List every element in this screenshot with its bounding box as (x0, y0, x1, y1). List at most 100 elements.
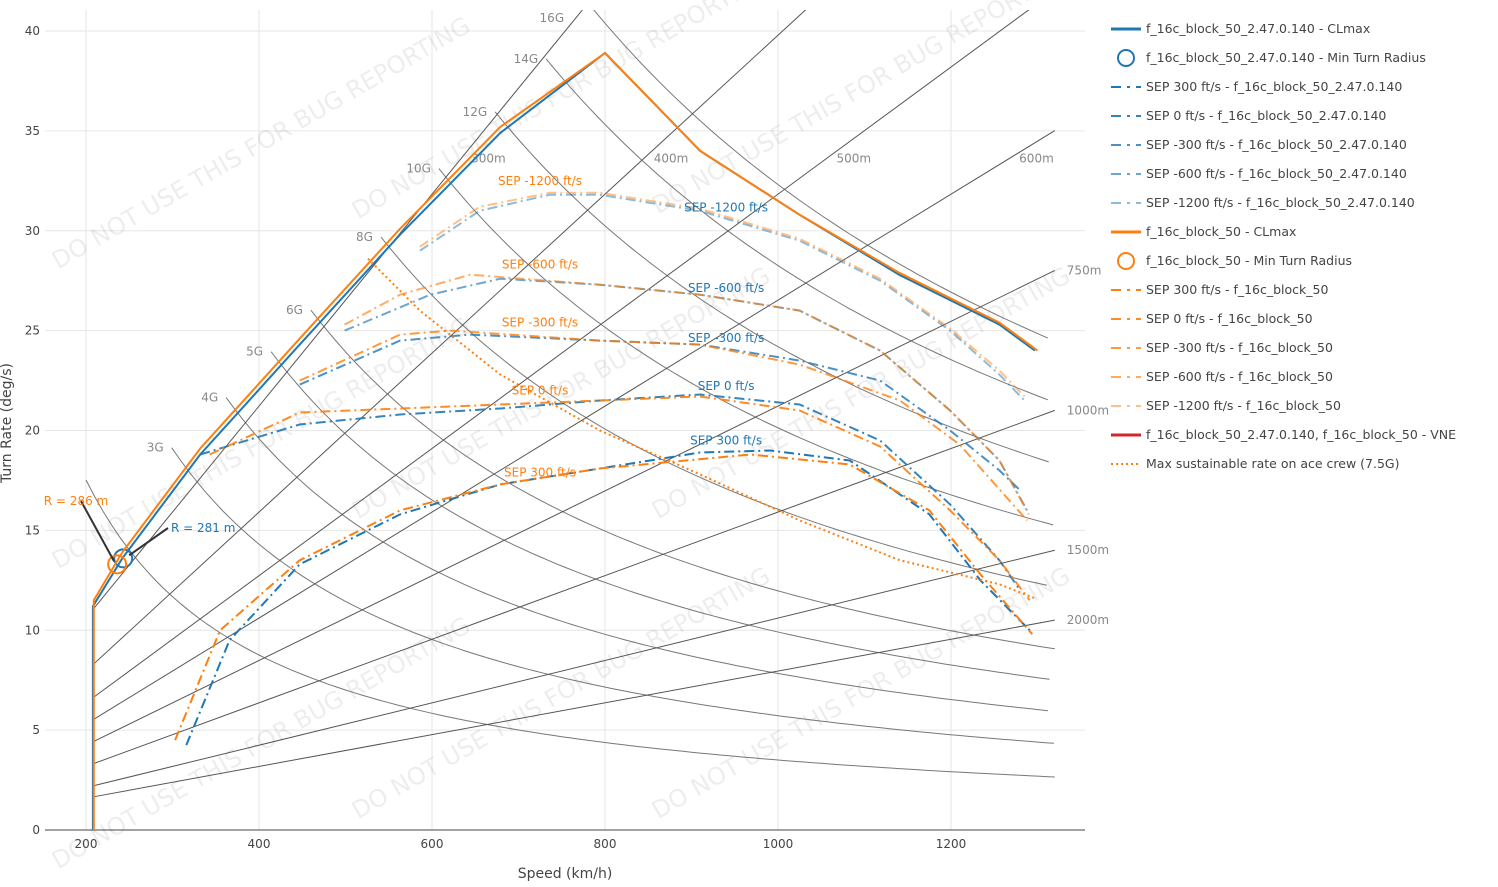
watermark-text: DO NOT USE THIS FOR BUG REPORTING (47, 11, 475, 274)
legend-item[interactable]: f_16c_block_50 - CLmax (1111, 224, 1296, 239)
legend-item[interactable]: SEP -300 ft/s - f_16c_block_50 (1111, 340, 1333, 355)
legend-label: SEP -300 ft/s - f_16c_block_50 (1146, 340, 1333, 355)
legend-label: SEP -600 ft/s - f_16c_block_50 (1146, 369, 1333, 384)
legend-item[interactable]: f_16c_block_50_2.47.0.140 - Min Turn Rad… (1117, 49, 1426, 67)
legend-label: SEP 0 ft/s - f_16c_block_50 (1146, 311, 1313, 326)
series-line (419, 191, 1026, 398)
legend-label: SEP 300 ft/s - f_16c_block_50 (1146, 282, 1328, 297)
series-line (209, 395, 1031, 601)
g-load-label: 12G (463, 105, 488, 119)
annotation-arrow (128, 527, 169, 557)
legend-item[interactable]: SEP 0 ft/s - f_16c_block_50_2.47.0.140 (1111, 108, 1386, 123)
x-tick-label: 1000 (763, 837, 794, 851)
radius-line (92, 270, 1056, 743)
g-load-label: 3G (147, 441, 164, 455)
legend: f_16c_block_50_2.47.0.140 - CLmax f_16c_b… (1111, 21, 1456, 471)
g-load-label: 14G (514, 52, 539, 66)
legend-item[interactable]: SEP 300 ft/s - f_16c_block_50_2.47.0.140 (1111, 79, 1402, 94)
x-axis-title: Speed (km/h) (518, 866, 613, 882)
legend-item[interactable]: f_16c_block_50_2.47.0.140 - CLmax (1111, 21, 1370, 36)
watermark-text: DO NOT USE THIS FOR BUG REPORTING (347, 0, 775, 225)
min-radius-annotation: R = 281 m (171, 521, 235, 535)
g-load-line (85, 479, 1055, 778)
sep-label: SEP -1200 ft/s (684, 201, 768, 215)
radius-label: 1000m (1067, 403, 1109, 417)
legend-item[interactable]: SEP -1200 ft/s - f_16c_block_50 (1111, 398, 1341, 413)
watermark-text: DO NOT USE THIS FOR BUG REPORTING (647, 0, 1075, 220)
annotations: SEP 300 ft/s SEP 0 ft/s SEP -300 ft/s SEP -… (44, 174, 768, 562)
x-tick-label: 600 (421, 837, 444, 851)
legend-item[interactable]: SEP -600 ft/s - f_16c_block_50 (1111, 369, 1333, 384)
radius-line (92, 10, 583, 610)
series-line (199, 393, 1022, 591)
legend-item[interactable]: SEP -1200 ft/s - f_16c_block_50_2.47.0.1… (1111, 195, 1415, 210)
sep-label: SEP -1200 ft/s (498, 174, 582, 188)
g-load-label: 5G (246, 345, 263, 359)
legend-label: SEP 300 ft/s - f_16c_block_50_2.47.0.140 (1146, 79, 1402, 94)
y-tick-label: 15 (25, 523, 40, 537)
g-load-line (593, 10, 1049, 339)
x-tick-label: 200 (75, 837, 98, 851)
legend-item[interactable]: f_16c_block_50 - Min Turn Radius (1117, 252, 1352, 270)
legend-item[interactable]: SEP 300 ft/s - f_16c_block_50 (1111, 282, 1328, 297)
sep-label: SEP -600 ft/s (688, 281, 764, 295)
series-line (91, 51, 1036, 830)
g-load-label: 10G (406, 162, 431, 176)
y-tick-label: 35 (25, 124, 40, 138)
y-tick-label: 10 (25, 623, 40, 637)
legend-label: SEP -1200 ft/s - f_16c_block_50_2.47.0.1… (1146, 195, 1415, 210)
radius-line (92, 130, 1056, 721)
y-tick-label: 40 (25, 24, 40, 38)
series-line (174, 453, 1034, 741)
radius-line (92, 549, 1055, 787)
sep-label: SEP 0 ft/s (512, 384, 569, 398)
radius-label: 500m (836, 152, 871, 166)
legend-label: f_16c_block_50_2.47.0.140, f_16c_block_5… (1146, 427, 1456, 442)
x-tick-label: 1200 (936, 837, 967, 851)
legend-item[interactable]: Max sustainable rate on ace crew (7.5G) (1111, 456, 1400, 471)
radius-label: 600m (1019, 152, 1054, 166)
g-load-line (171, 447, 1054, 744)
x-tick-label: 800 (594, 837, 617, 851)
radius-line (92, 10, 1030, 699)
sep-label: SEP 0 ft/s (698, 379, 755, 393)
legend-label: Max sustainable rate on ace crew (7.5G) (1146, 456, 1400, 471)
legend-label: SEP -300 ft/s - f_16c_block_50_2.47.0.14… (1146, 137, 1407, 152)
g-load-line (438, 168, 1054, 526)
min-radius-annotation: R = 286 m (44, 494, 108, 508)
sep-label: SEP 300 ft/s (504, 465, 576, 479)
y-tick-label: 0 (32, 823, 40, 837)
series-line (185, 449, 1031, 746)
legend-item[interactable]: SEP -600 ft/s - f_16c_block_50_2.47.0.14… (1111, 166, 1407, 181)
legend-item[interactable]: SEP 0 ft/s - f_16c_block_50 (1111, 311, 1313, 326)
sep-label: SEP -300 ft/s (688, 331, 764, 345)
y-tick-label: 30 (25, 224, 40, 238)
radius-label: 400m (654, 152, 689, 166)
legend-label: f_16c_block_50 - Min Turn Radius (1146, 253, 1352, 268)
legend-circle-icon (1117, 49, 1135, 67)
axes: 200 400 600 800 1000 1200 0 5 10 15 20 25 30 35 40 (25, 24, 967, 851)
legend-label: SEP -600 ft/s - f_16c_block_50_2.47.0.14… (1146, 166, 1407, 181)
watermark-text: DO NOT USE THIS FOR BUG REPORTING (47, 611, 475, 874)
legend-item[interactable]: f_16c_block_50_2.47.0.140, f_16c_block_5… (1111, 427, 1456, 442)
legend-label: f_16c_block_50_2.47.0.140 - Min Turn Rad… (1146, 50, 1426, 65)
legend-label: SEP 0 ft/s - f_16c_block_50_2.47.0.140 (1146, 108, 1386, 123)
min-turn-radius-marker (107, 554, 128, 575)
legend-circle-icon (1117, 252, 1135, 270)
series-line (299, 333, 1021, 492)
series-line (344, 273, 1030, 515)
legend-item[interactable]: SEP -300 ft/s - f_16c_block_50_2.47.0.14… (1111, 137, 1407, 152)
sep-label: SEP -300 ft/s (502, 316, 578, 330)
g-load-label: 4G (201, 391, 218, 405)
legend-label: SEP -1200 ft/s - f_16c_block_50 (1146, 398, 1341, 413)
sep-label: SEP -600 ft/s (502, 258, 578, 272)
radius-line (92, 409, 1055, 765)
y-tick-label: 5 (32, 723, 40, 737)
series-line (367, 257, 1036, 600)
radius-line (92, 619, 1055, 798)
y-axis-title: Turn Rate (deg/s) (0, 363, 15, 484)
g-load-line (380, 236, 1048, 586)
